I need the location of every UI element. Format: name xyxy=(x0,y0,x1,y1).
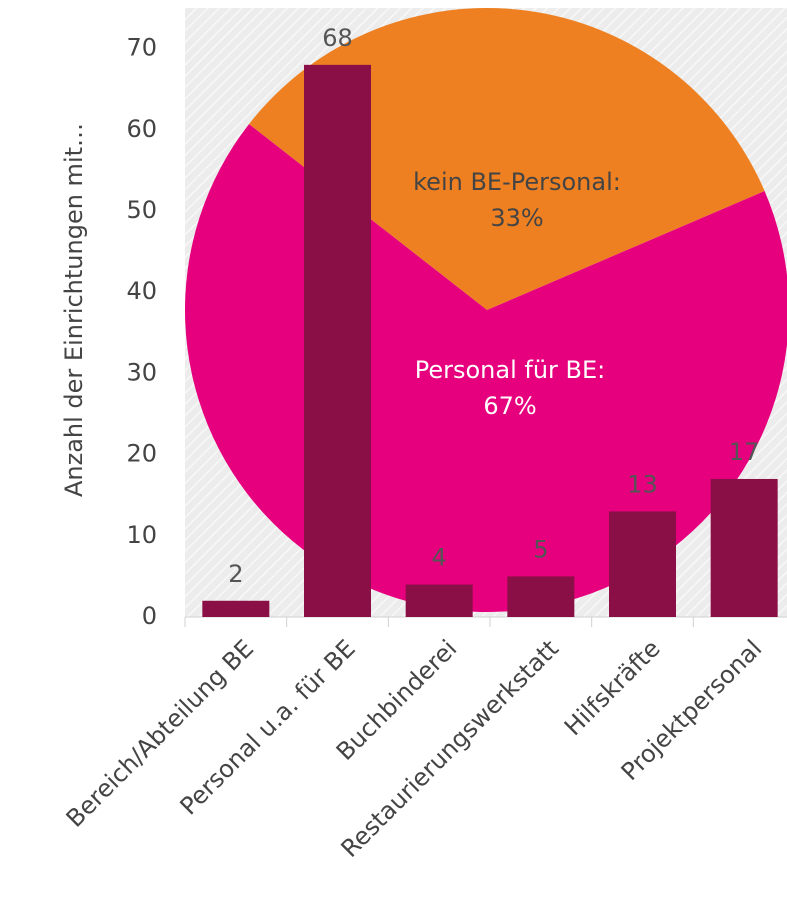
x-tick-label: Personal u.a. für BE xyxy=(175,634,361,820)
bar xyxy=(710,478,778,617)
data-label: 13 xyxy=(627,470,658,498)
y-axis-label: Anzahl der Einrichtungen mit… xyxy=(60,123,88,497)
bar xyxy=(304,64,371,618)
pie-value-label: 67% xyxy=(483,392,536,420)
pie-label: Personal für BE: xyxy=(415,356,606,384)
y-tick-label: 20 xyxy=(126,440,157,468)
bar xyxy=(405,584,473,617)
pie: kein BE-Personal: 33% Personal für BE: 67% xyxy=(185,8,787,612)
y-tick-label: 50 xyxy=(126,196,157,224)
y-tick-label: 0 xyxy=(142,602,157,630)
bar xyxy=(507,576,575,617)
data-label: 5 xyxy=(533,535,548,563)
pie-value-label: 33% xyxy=(490,204,543,232)
data-label: 4 xyxy=(432,544,447,572)
x-tick-label: Restaurierungswerkstatt xyxy=(336,634,564,862)
bar xyxy=(202,600,270,617)
x-tick-label: Bereich/Abteilung BE xyxy=(61,634,259,832)
y-tick-label: 40 xyxy=(126,277,157,305)
data-label: 68 xyxy=(322,24,353,52)
bar xyxy=(609,511,676,617)
y-tick-label: 70 xyxy=(126,34,157,62)
y-tick-label: 30 xyxy=(126,358,157,386)
x-tick-label: Hilfskräfte xyxy=(559,634,666,741)
y-tick-label: 10 xyxy=(126,521,157,549)
data-label: 2 xyxy=(228,560,243,588)
data-label: 17 xyxy=(729,438,760,466)
pie-slice xyxy=(249,8,765,310)
pie-label: kein BE-Personal: xyxy=(413,168,621,196)
y-tick-label: 60 xyxy=(126,115,157,143)
